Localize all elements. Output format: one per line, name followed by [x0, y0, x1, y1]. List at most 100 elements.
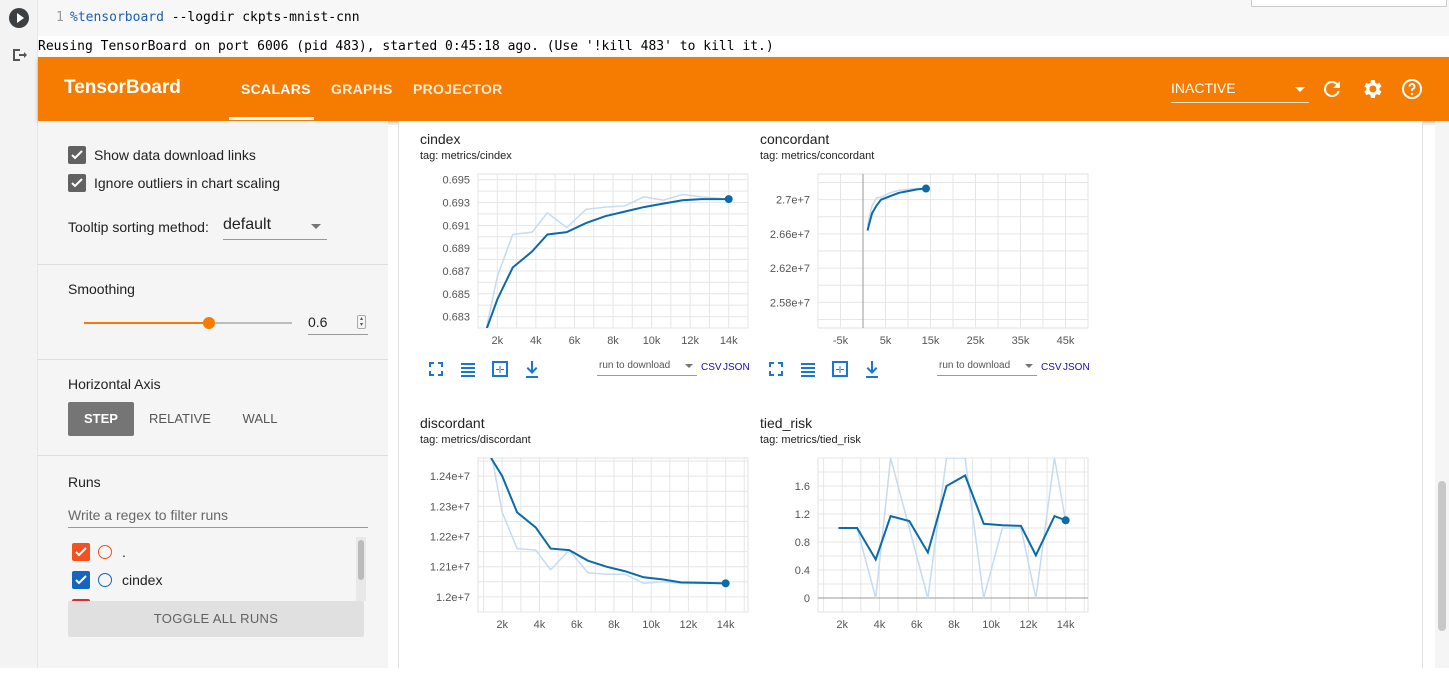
- run-item[interactable]: .: [68, 543, 348, 561]
- chevron-down-icon: [685, 364, 693, 368]
- run-to-download-select[interactable]: run to download: [937, 358, 1037, 376]
- axis-wall-button[interactable]: WALL: [242, 411, 278, 426]
- x-tick-label: 4k: [534, 619, 546, 631]
- list-icon[interactable]: [459, 360, 477, 378]
- y-tick-label: 0.691: [442, 220, 470, 232]
- chart-tag: tag: metrics/tied_risk: [760, 434, 861, 446]
- tab-scalars[interactable]: SCALARS: [241, 81, 311, 97]
- cell-output-text: Reusing TensorBoard on port 6006 (pid 48…: [38, 39, 774, 54]
- active-tab-underline: [229, 117, 314, 120]
- y-tick-label: 1.23e+7: [430, 501, 470, 513]
- magic-args: --logdir ckpts-mnist-cnn: [163, 10, 360, 25]
- run-to-download-value: run to download: [939, 360, 1011, 371]
- series-line-smoothed: [490, 458, 726, 585]
- runs-scrollbar-thumb[interactable]: [358, 540, 364, 580]
- tooltip-sorting-select[interactable]: default: [223, 216, 327, 240]
- x-tick-label: 8k: [608, 619, 620, 631]
- x-tick-label: 35k: [1012, 335, 1030, 347]
- x-tick-label: 15k: [922, 335, 940, 347]
- run-color-circle: [98, 573, 112, 587]
- chevron-down-icon: [1295, 87, 1305, 92]
- show-download-links-checkbox[interactable]: [68, 146, 86, 164]
- series-line-smoothed: [838, 474, 1067, 562]
- download-icon[interactable]: [523, 360, 541, 378]
- y-tick-label: 2.66e+7: [770, 229, 810, 241]
- y-tick-label: 0.689: [442, 243, 470, 255]
- run-label: cindex: [122, 572, 163, 588]
- gear-icon[interactable]: [1360, 77, 1384, 101]
- cell-toolbar: [1251, 0, 1447, 7]
- sidebar-options-section: Show data download links Ignore outliers…: [38, 121, 388, 265]
- fit-domain-icon-path: [832, 361, 848, 377]
- chart-tag: tag: metrics/concordant: [760, 150, 875, 162]
- fullscreen-icon-path: [769, 362, 783, 376]
- run-to-download-select[interactable]: run to download: [597, 358, 697, 376]
- x-tick-label: 5k: [880, 335, 892, 347]
- series-line-smoothed: [485, 198, 729, 328]
- y-tick-label: 0.687: [442, 266, 470, 278]
- download-icon-path: [526, 361, 538, 378]
- y-tick-label: 1.2: [795, 509, 810, 521]
- run-item[interactable]: [68, 599, 348, 601]
- last-point-marker: [724, 195, 733, 204]
- chart-card-discordant: discordant tag: metrics/discordant 1.2e+7 1…: [420, 405, 760, 695]
- y-tick-label: 1.6: [795, 481, 810, 493]
- x-tick-label: 14k: [1057, 619, 1075, 631]
- tab-projector[interactable]: PROJECTOR: [413, 81, 503, 97]
- spinner-icon[interactable]: ▴ ▾: [357, 315, 366, 329]
- fit-domain-icon-path: [492, 361, 508, 377]
- chart-title: tied_risk: [760, 415, 813, 431]
- x-tick-label: 12k: [681, 335, 699, 347]
- run-item[interactable]: cindex: [68, 571, 348, 589]
- tooltip-sorting-label: Tooltip sorting method:: [68, 219, 209, 235]
- sidebar: Show data download links Ignore outliers…: [38, 121, 388, 668]
- toggle-all-runs-button[interactable]: TOGGLE ALL RUNS: [68, 601, 364, 637]
- page-scrollbar[interactable]: [1435, 121, 1449, 668]
- status-select[interactable]: INACTIVE: [1171, 79, 1309, 103]
- fullscreen-icon[interactable]: [767, 360, 785, 378]
- fit-domain-icon[interactable]: [491, 360, 509, 378]
- download-icon-path: [866, 361, 878, 378]
- runs-filter-placeholder: Write a regex to filter runs: [68, 507, 229, 523]
- refresh-icon[interactable]: [1320, 77, 1344, 101]
- horizontal-axis-heading: Horizontal Axis: [68, 376, 161, 392]
- series-line-raw: [491, 458, 726, 585]
- code-cell[interactable]: 1 %tensorboard --logdir ckpts-mnist-cnn: [38, 0, 1449, 36]
- list-icon[interactable]: [799, 360, 817, 378]
- runs-list: . cindex: [68, 537, 368, 601]
- smoothing-slider-thumb[interactable]: [202, 317, 215, 329]
- chart-card-tied-risk: tied_risk tag: metrics/tied_risk 0 0.4 0.8 1.…: [760, 405, 1100, 695]
- run-checkbox[interactable]: [72, 599, 90, 601]
- smoothing-slider[interactable]: [84, 317, 292, 329]
- tab-graphs[interactable]: GRAPHS: [331, 81, 393, 97]
- page-scrollbar-thumb[interactable]: [1438, 481, 1446, 631]
- chart-card-concordant: concordant tag: metrics/concordant 2.58e+7…: [760, 121, 1100, 411]
- runs-filter-input[interactable]: Write a regex to filter runs: [68, 504, 368, 528]
- axis-relative-button[interactable]: RELATIVE: [149, 411, 211, 426]
- y-tick-label: 0.683: [442, 312, 470, 324]
- x-tick-label: 2k: [836, 619, 848, 631]
- run-checkbox[interactable]: [72, 571, 90, 589]
- chart-svg: 0 0.4 0.8 1.2 1.6 2k 4k 6k 8k 10k 12k 14k: [795, 457, 1089, 631]
- horizontal-axis-section: Horizontal Axis: [38, 360, 388, 456]
- run-cell-button[interactable]: [9, 8, 29, 28]
- json-download-link[interactable]: JSON: [1063, 362, 1090, 373]
- y-tick-label: 2.58e+7: [770, 297, 810, 309]
- smoothing-value-input[interactable]: 0.6 ▴ ▾: [308, 311, 368, 335]
- run-checkbox[interactable]: [72, 543, 90, 561]
- fit-domain-icon[interactable]: [831, 360, 849, 378]
- run-to-download-value: run to download: [599, 360, 671, 371]
- ignore-outliers-checkbox[interactable]: [68, 174, 86, 192]
- runs-scrollbar[interactable]: [356, 537, 366, 601]
- download-icon[interactable]: [863, 360, 881, 378]
- csv-download-link[interactable]: CSV: [1041, 362, 1062, 373]
- fullscreen-icon[interactable]: [427, 360, 445, 378]
- csv-download-link[interactable]: CSV: [701, 362, 722, 373]
- x-tick-label: 8k: [607, 335, 619, 347]
- cell-code[interactable]: %tensorboard --logdir ckpts-mnist-cnn: [70, 10, 360, 25]
- help-icon[interactable]: [1400, 77, 1424, 101]
- output-icon[interactable]: [10, 46, 28, 64]
- chevron-down-icon: [311, 224, 321, 229]
- json-download-link[interactable]: JSON: [723, 362, 750, 373]
- axis-step-button[interactable]: STEP: [68, 402, 134, 436]
